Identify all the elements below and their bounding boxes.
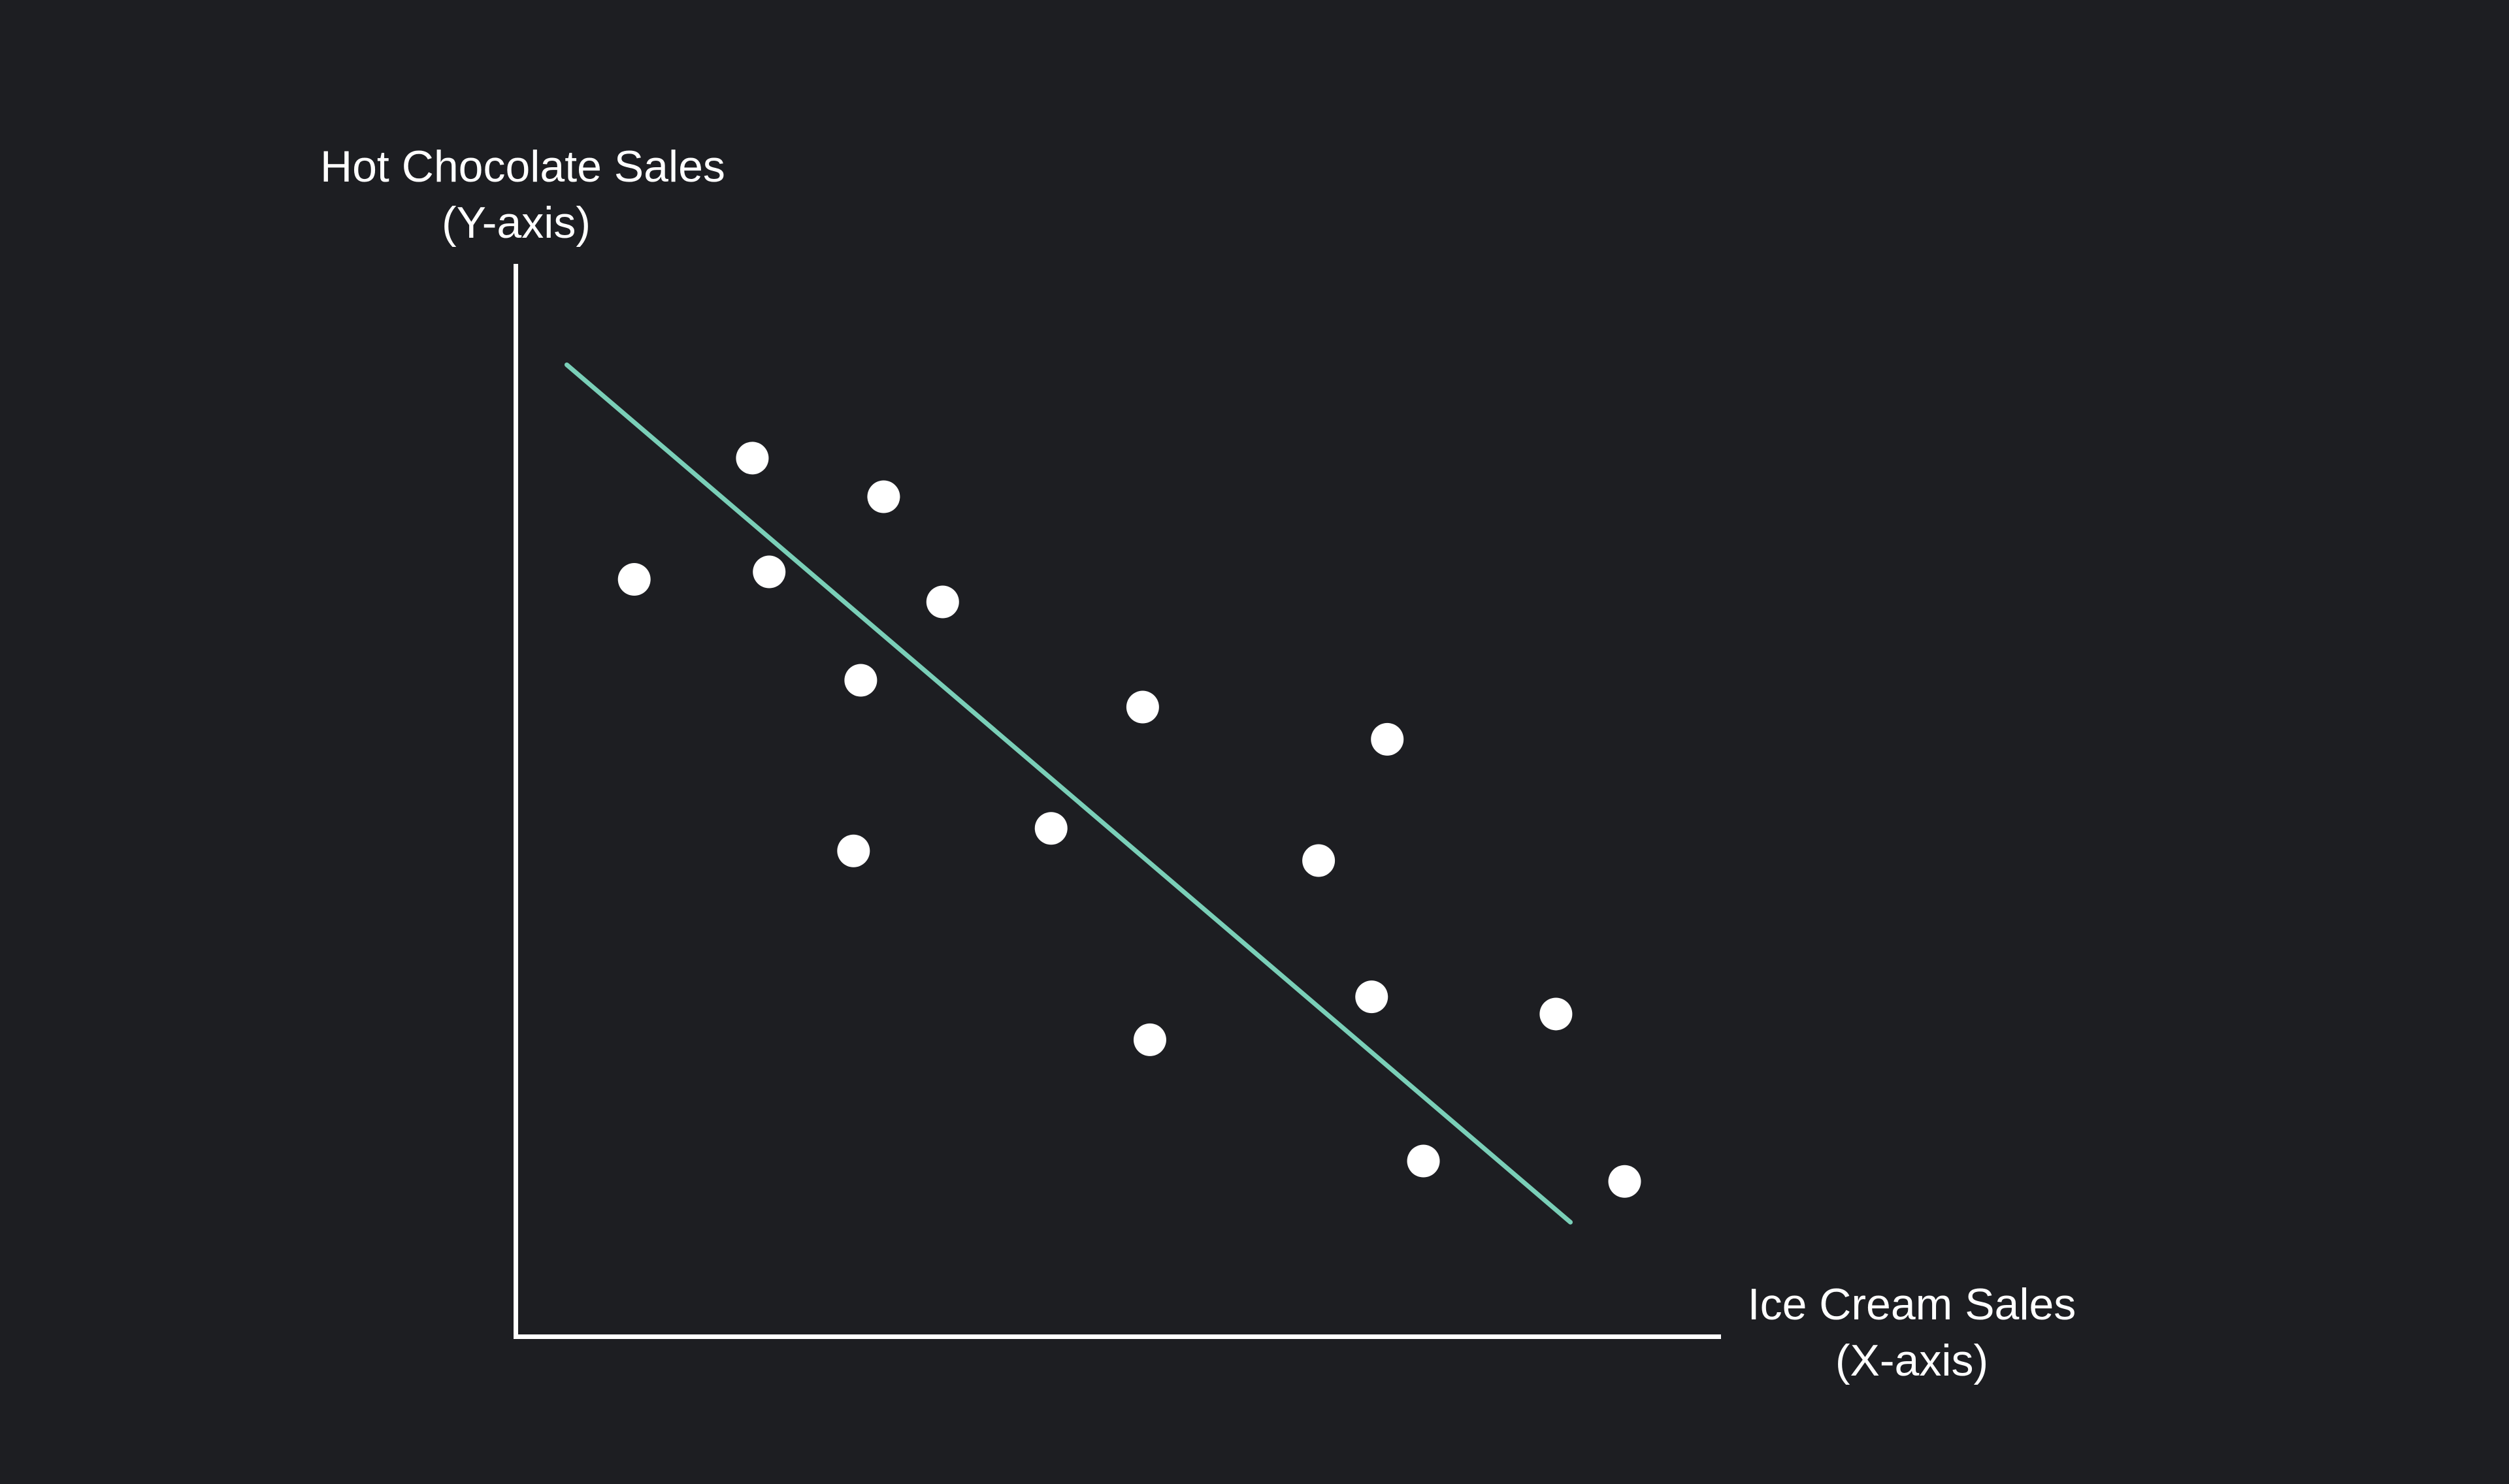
data-point (1133, 1023, 1166, 1056)
y-axis-subtitle: (Y-axis) (442, 198, 591, 248)
data-point (1355, 980, 1388, 1014)
data-point (1371, 722, 1404, 756)
data-point (1302, 844, 1336, 877)
y-axis-title: Hot Chocolate Sales (320, 142, 725, 191)
data-point (844, 664, 877, 697)
data-point (1539, 997, 1573, 1031)
data-point (1608, 1165, 1641, 1198)
data-point (1126, 690, 1159, 724)
data-points (617, 442, 1641, 1198)
y-axis-label: Hot Chocolate Sales (Y-axis) (320, 138, 725, 251)
data-point (753, 555, 786, 589)
x-axis-label: Ice Cream Sales (X-axis) (1716, 1276, 2108, 1389)
x-axis-title: Ice Cream Sales (1747, 1280, 2076, 1329)
data-point (736, 442, 769, 475)
data-point (867, 480, 900, 513)
data-point (617, 563, 651, 596)
data-point (926, 585, 959, 619)
trend-line-segment (564, 362, 1573, 1225)
trend-line (564, 362, 1573, 1225)
data-point (1034, 812, 1068, 845)
x-axis-subtitle: (X-axis) (1835, 1336, 1989, 1385)
data-point (1407, 1144, 1440, 1178)
data-point (837, 834, 870, 867)
